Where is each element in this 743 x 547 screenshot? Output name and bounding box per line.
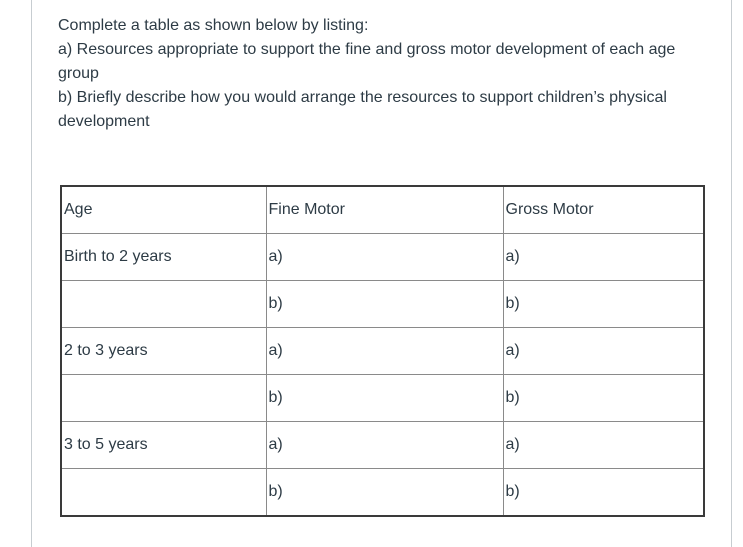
table-row: b) b) — [60, 468, 705, 517]
question-part-a-line: a) Resources appropriate to support the … — [58, 41, 676, 82]
table-cell-gross: b) — [502, 468, 705, 517]
table-cell-gross: a) — [502, 233, 705, 281]
table-header-row: Age Fine Motor Gross Motor — [60, 185, 705, 234]
table-cell-age — [60, 280, 267, 328]
table-header-fine-motor: Fine Motor — [265, 185, 504, 234]
table-cell-fine: b) — [265, 468, 504, 517]
table-row: Birth to 2 years a) a) — [60, 233, 705, 281]
table-row: 2 to 3 years a) a) — [60, 327, 705, 375]
table-cell-age: 3 to 5 years — [60, 421, 267, 469]
table-cell-fine: a) — [265, 233, 504, 281]
table-row: 3 to 5 years a) a) — [60, 421, 705, 469]
table-row: b) b) — [60, 280, 705, 328]
table-cell-gross: b) — [502, 280, 705, 328]
question-part-b-line: b) Briefly describe how you would arrang… — [58, 89, 667, 130]
table-cell-age: 2 to 3 years — [60, 327, 267, 375]
question-text: Complete a table as shown below by listi… — [58, 14, 698, 134]
table-cell-fine: a) — [265, 421, 504, 469]
question-intro-line: Complete a table as shown below by listi… — [58, 17, 369, 34]
table-cell-age — [60, 468, 267, 517]
table-cell-gross: a) — [502, 421, 705, 469]
table-cell-age: Birth to 2 years — [60, 233, 267, 281]
question-content-card: Complete a table as shown below by listi… — [31, 0, 732, 547]
table-cell-fine: b) — [265, 280, 504, 328]
table-header-age: Age — [60, 185, 267, 234]
table-cell-gross: b) — [502, 374, 705, 422]
table-header-gross-motor: Gross Motor — [502, 185, 705, 234]
table-cell-fine: b) — [265, 374, 504, 422]
table-cell-gross: a) — [502, 327, 705, 375]
table-cell-age — [60, 374, 267, 422]
table-row: b) b) — [60, 374, 705, 422]
table-cell-fine: a) — [265, 327, 504, 375]
question-table: Age Fine Motor Gross Motor Birth to 2 ye… — [60, 185, 705, 517]
